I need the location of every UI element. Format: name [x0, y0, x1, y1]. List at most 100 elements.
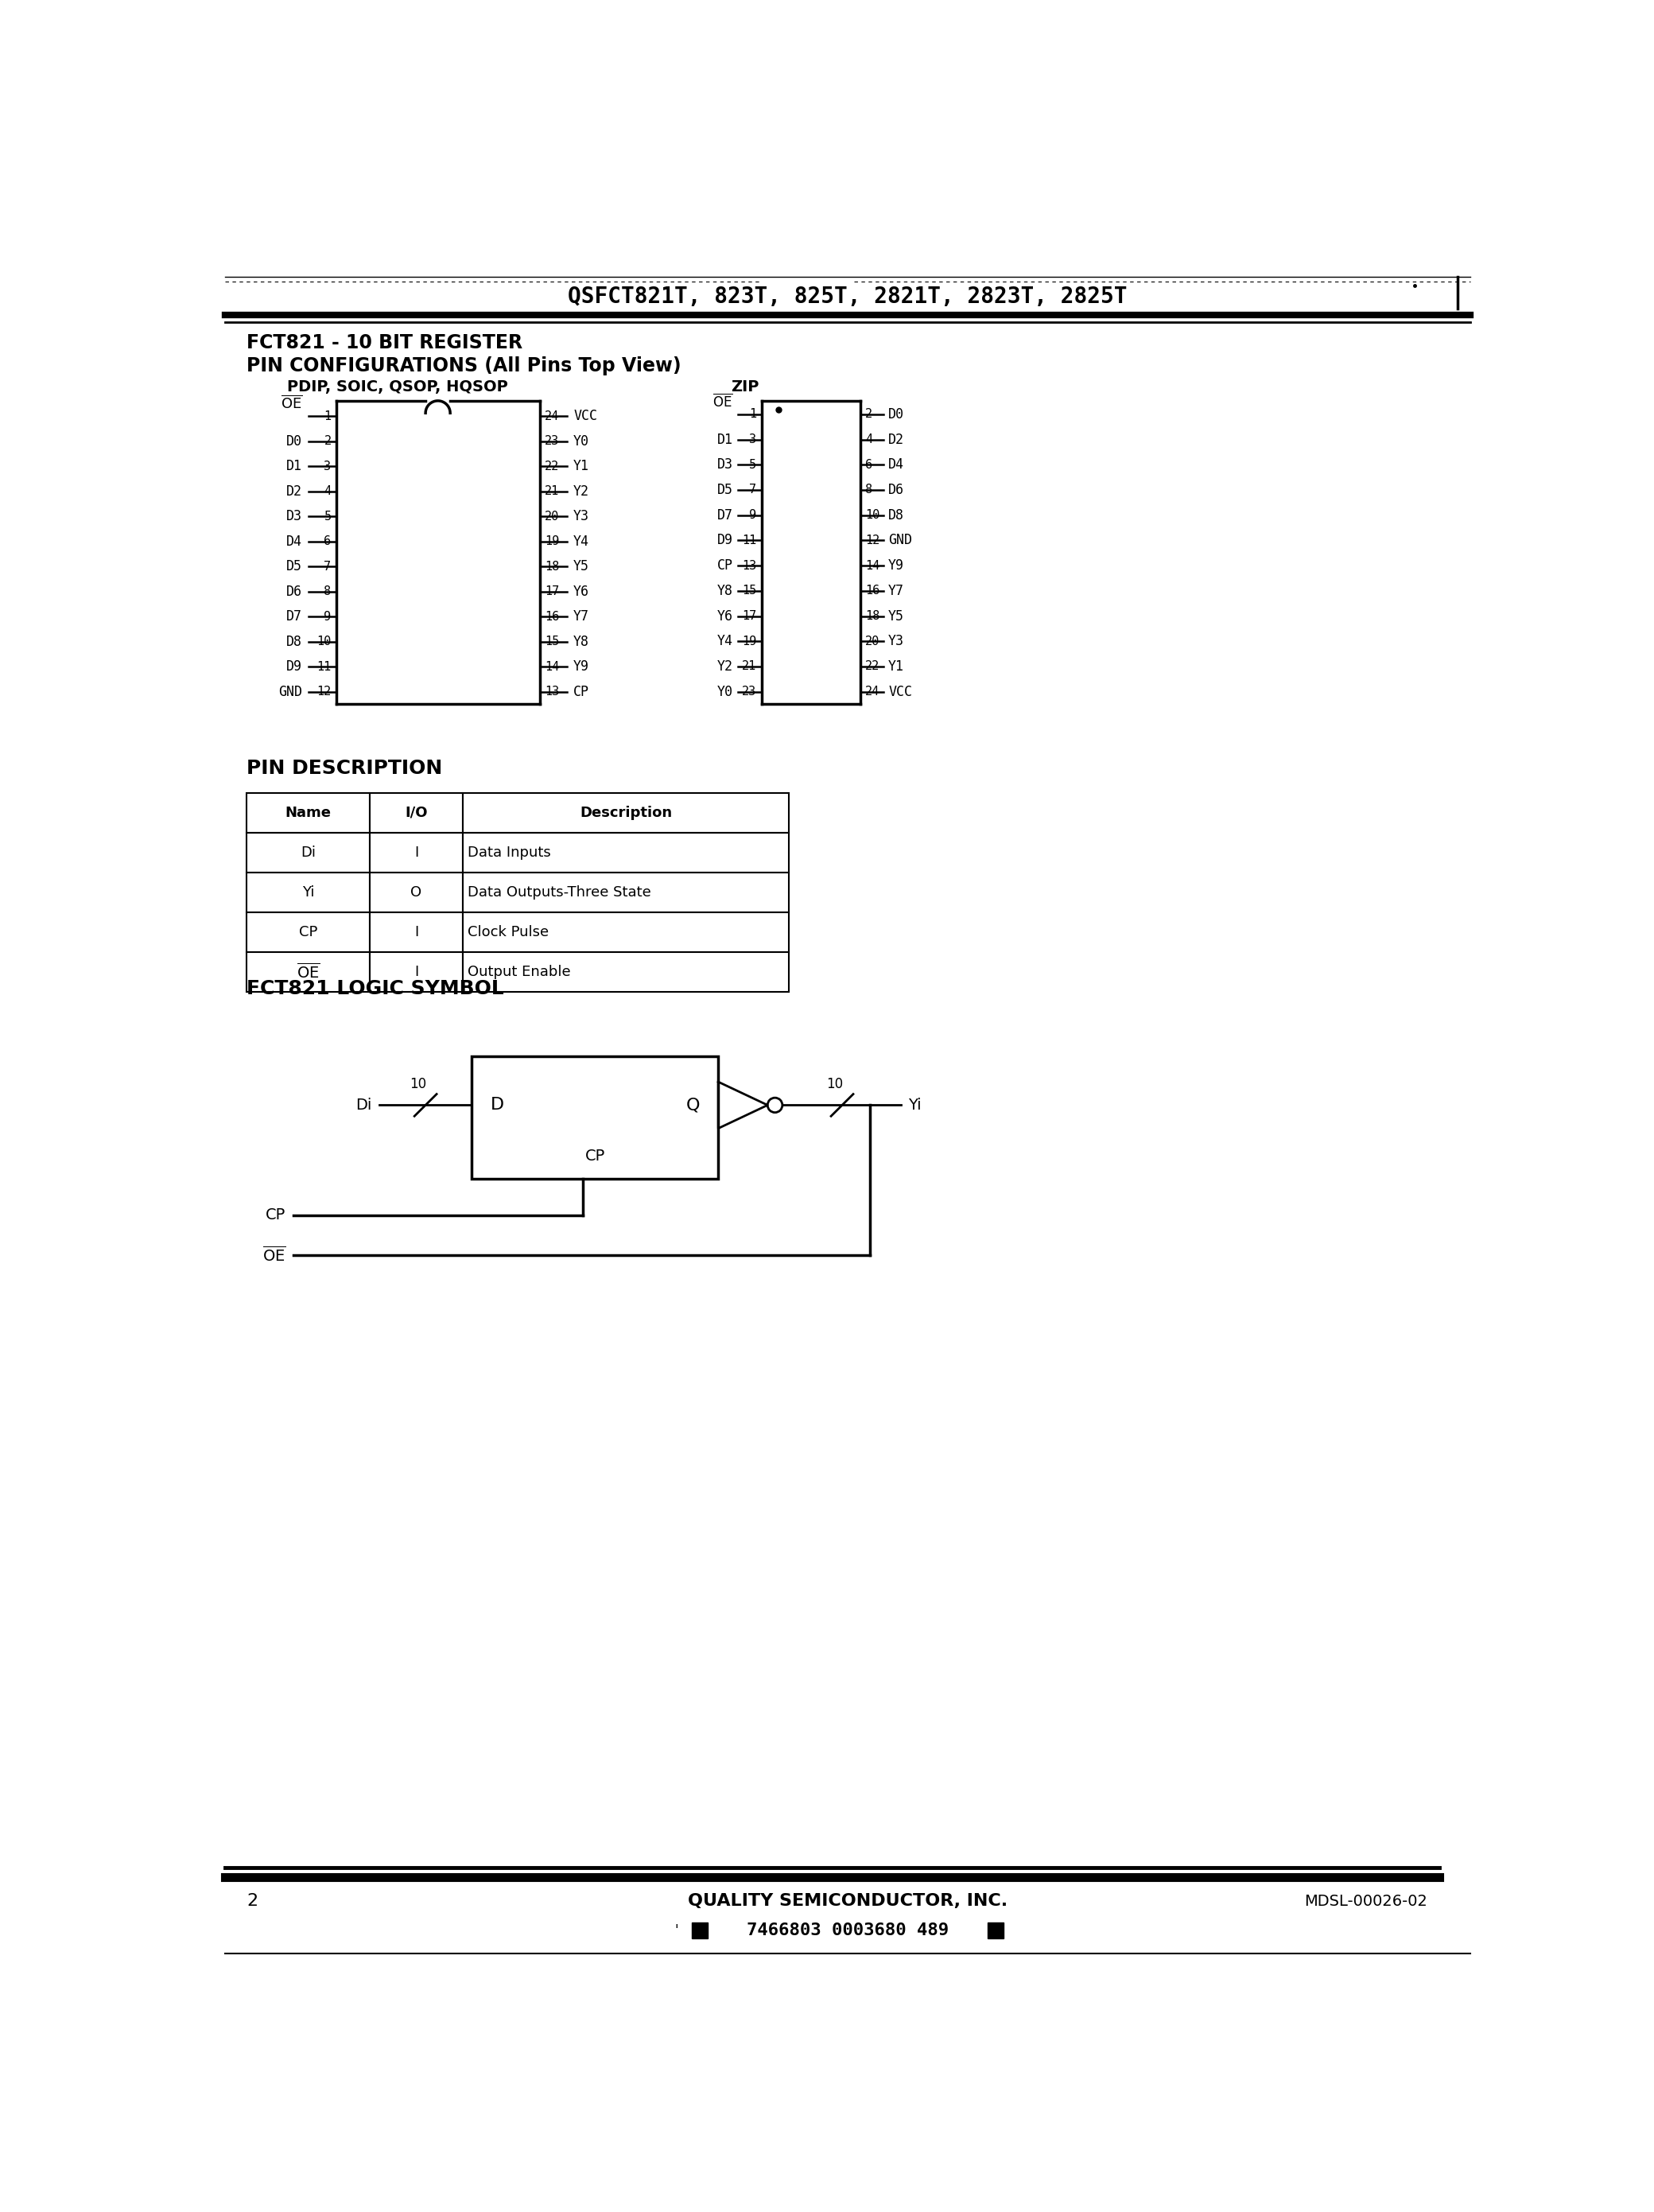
Text: $\overline{\mathrm{OE}}$: $\overline{\mathrm{OE}}$: [261, 1245, 286, 1265]
Text: D5: D5: [286, 560, 303, 573]
Text: 7466803 0003680 489: 7466803 0003680 489: [746, 1922, 949, 1938]
Bar: [370, 951, 463, 991]
Text: D4: D4: [888, 458, 905, 471]
Text: D8: D8: [888, 509, 905, 522]
Text: Y9: Y9: [574, 659, 589, 675]
Text: 18: 18: [544, 560, 559, 573]
Text: CP: CP: [266, 1208, 286, 1223]
Text: 11: 11: [316, 661, 331, 672]
Text: Y9: Y9: [888, 557, 905, 573]
Text: 22: 22: [544, 460, 559, 471]
Text: 19: 19: [544, 535, 559, 546]
Bar: [463, 911, 789, 951]
Text: CP: CP: [574, 684, 589, 699]
Text: 5: 5: [749, 458, 756, 471]
Text: 4: 4: [865, 434, 872, 445]
Text: Y1: Y1: [888, 659, 905, 675]
Text: 8: 8: [865, 484, 872, 495]
Text: 5: 5: [324, 511, 331, 522]
Text: D2: D2: [286, 484, 303, 498]
Text: 7: 7: [749, 484, 756, 495]
Text: 12: 12: [865, 535, 880, 546]
Bar: [370, 792, 463, 832]
Text: VCC: VCC: [888, 684, 913, 699]
Text: CP: CP: [299, 925, 318, 940]
Text: Y8: Y8: [718, 584, 733, 597]
Text: 15: 15: [544, 635, 559, 648]
Text: 14: 14: [865, 560, 880, 571]
Text: 6: 6: [324, 535, 331, 546]
Text: 11: 11: [743, 535, 756, 546]
Text: 2: 2: [865, 409, 872, 420]
Text: D0: D0: [888, 407, 905, 422]
Text: 21: 21: [743, 661, 756, 672]
Text: MDSL-00026-02: MDSL-00026-02: [1303, 1893, 1427, 1909]
Text: 8: 8: [324, 586, 331, 597]
Text: 1: 1: [324, 409, 331, 422]
Bar: [246, 872, 370, 911]
Bar: [463, 951, 789, 991]
Text: CP: CP: [718, 557, 733, 573]
Text: I: I: [414, 845, 418, 860]
Text: D7: D7: [286, 608, 303, 624]
Text: I: I: [414, 925, 418, 940]
Text: 6: 6: [865, 458, 872, 471]
Text: D2: D2: [888, 431, 905, 447]
Text: PDIP, SOIC, QSOP, HQSOP: PDIP, SOIC, QSOP, HQSOP: [286, 378, 508, 394]
Text: D: D: [490, 1097, 504, 1113]
Text: 20: 20: [865, 635, 880, 648]
Bar: [370, 911, 463, 951]
Text: Clock Pulse: Clock Pulse: [468, 925, 549, 940]
Text: 24: 24: [544, 409, 559, 422]
Text: Data Outputs-Three State: Data Outputs-Three State: [468, 885, 652, 900]
Text: Di: Di: [356, 1097, 372, 1113]
Text: D4: D4: [286, 535, 303, 549]
Text: 15: 15: [743, 584, 756, 597]
Text: Y0: Y0: [718, 684, 733, 699]
Text: D8: D8: [286, 635, 303, 648]
Text: Description: Description: [579, 805, 672, 821]
Text: 24: 24: [865, 686, 880, 697]
Text: 2: 2: [324, 436, 331, 447]
Text: Y6: Y6: [574, 584, 589, 599]
Text: 19: 19: [743, 635, 756, 648]
Bar: [463, 832, 789, 872]
Text: 9: 9: [324, 611, 331, 622]
Text: 9: 9: [749, 509, 756, 522]
Text: VCC: VCC: [574, 409, 597, 422]
Text: 14: 14: [544, 661, 559, 672]
Text: 16: 16: [865, 584, 880, 597]
Text: Yi: Yi: [303, 885, 314, 900]
Text: 21: 21: [544, 484, 559, 498]
Text: D7: D7: [718, 509, 733, 522]
Text: PIN DESCRIPTION: PIN DESCRIPTION: [246, 759, 443, 779]
Text: Yi: Yi: [908, 1097, 921, 1113]
Text: 3: 3: [749, 434, 756, 445]
Text: CP: CP: [586, 1148, 605, 1164]
Text: D1: D1: [286, 460, 303, 473]
Text: Y4: Y4: [718, 635, 733, 648]
Text: PIN CONFIGURATIONS (All Pins Top View): PIN CONFIGURATIONS (All Pins Top View): [246, 356, 681, 376]
Text: QUALITY SEMICONDUCTOR, INC.: QUALITY SEMICONDUCTOR, INC.: [688, 1893, 1007, 1909]
Bar: [246, 792, 370, 832]
Text: 17: 17: [544, 586, 559, 597]
Text: 4: 4: [324, 484, 331, 498]
Text: D6: D6: [888, 482, 905, 498]
Text: QSFCT821T, 823T, 825T, 2821T, 2823T, 2825T: QSFCT821T, 823T, 825T, 2821T, 2823T, 282…: [567, 285, 1128, 307]
Text: 10: 10: [865, 509, 880, 522]
Bar: [370, 832, 463, 872]
Text: Y2: Y2: [718, 659, 733, 675]
Text: 12: 12: [316, 686, 331, 697]
Text: 23: 23: [544, 436, 559, 447]
Text: Y3: Y3: [888, 635, 905, 648]
Text: 2: 2: [246, 1893, 258, 1909]
Text: D0: D0: [286, 434, 303, 449]
Text: Y1: Y1: [574, 460, 589, 473]
Text: FCT821 LOGIC SYMBOL: FCT821 LOGIC SYMBOL: [246, 980, 504, 998]
Text: Y4: Y4: [574, 535, 589, 549]
Text: Output Enable: Output Enable: [468, 964, 571, 980]
Text: D3: D3: [286, 509, 303, 524]
Bar: [370, 872, 463, 911]
Text: D5: D5: [718, 482, 733, 498]
Text: D1: D1: [718, 431, 733, 447]
